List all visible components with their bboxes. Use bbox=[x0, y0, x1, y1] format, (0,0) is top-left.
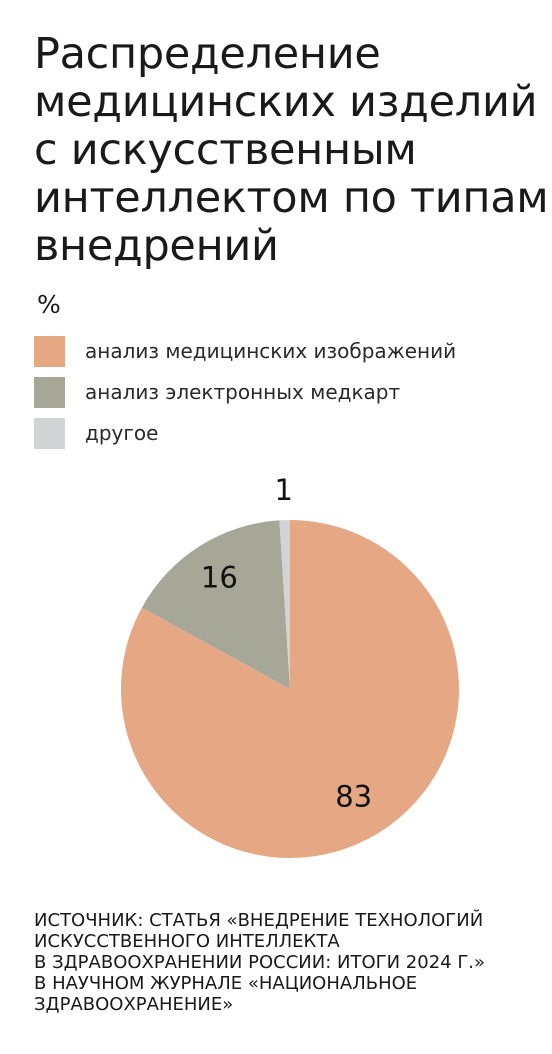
data-label-medical-images: 83 bbox=[335, 780, 372, 814]
pie-chart: 83 16 1 bbox=[121, 473, 460, 858]
chart-title: Распределение медицинских изделий с иску… bbox=[34, 29, 549, 271]
data-label-other: 1 bbox=[275, 473, 293, 507]
source-line: ЗДРАВООХРАНЕНИЕ» bbox=[34, 994, 234, 1015]
source-line: В ЗДРАВООХРАНЕНИИ РОССИИ: ИТОГИ 2024 Г.» bbox=[34, 952, 486, 973]
source-line: В НАУЧНОМ ЖУРНАЛЕ «НАЦИОНАЛЬНОЕ bbox=[34, 973, 418, 994]
source-line: ИСКУССТВЕННОГО ИНТЕЛЛЕКТА bbox=[34, 931, 340, 952]
legend-item-medical-images: анализ медицинских изображений bbox=[34, 334, 456, 368]
unit-label: % bbox=[37, 290, 61, 319]
chart-title-line: интеллектом по типам bbox=[34, 173, 549, 223]
legend-swatch-other bbox=[34, 417, 65, 449]
source-note: ИСТОЧНИК: СТАТЬЯ «ВНЕДРЕНИЕ ТЕХНОЛОГИЙ И… bbox=[34, 910, 534, 1015]
legend-label-other: другое bbox=[85, 421, 159, 445]
legend-item-other: другое bbox=[34, 416, 456, 450]
pie-labels: 83 16 1 bbox=[201, 473, 372, 814]
chart-title-line: внедрений bbox=[34, 221, 279, 271]
chart-title-line: медицинских изделий bbox=[34, 77, 538, 127]
legend-swatch-medical-images bbox=[34, 335, 65, 367]
legend-item-electronic-records: анализ электронных медкарт bbox=[34, 375, 456, 409]
pie-slice-other bbox=[279, 520, 290, 689]
source-line: ИСТОЧНИК: СТАТЬЯ «ВНЕДРЕНИЕ ТЕХНОЛОГИЙ bbox=[34, 910, 484, 931]
pie-slice-medical-images bbox=[121, 520, 460, 858]
legend-swatch-electronic-records bbox=[34, 376, 65, 408]
chart-title-line: Распределение bbox=[34, 29, 381, 79]
pie-slice-electronic-records bbox=[141, 520, 290, 689]
chart-title-line: с искусственным bbox=[34, 125, 417, 175]
legend-label-medical-images: анализ медицинских изображений bbox=[85, 339, 457, 363]
legend-label-electronic-records: анализ электронных медкарт bbox=[85, 380, 401, 404]
pie-slices bbox=[121, 520, 460, 858]
data-label-electronic-records: 16 bbox=[201, 561, 238, 595]
legend: анализ медицинских изображений анализ эл… bbox=[34, 334, 456, 457]
